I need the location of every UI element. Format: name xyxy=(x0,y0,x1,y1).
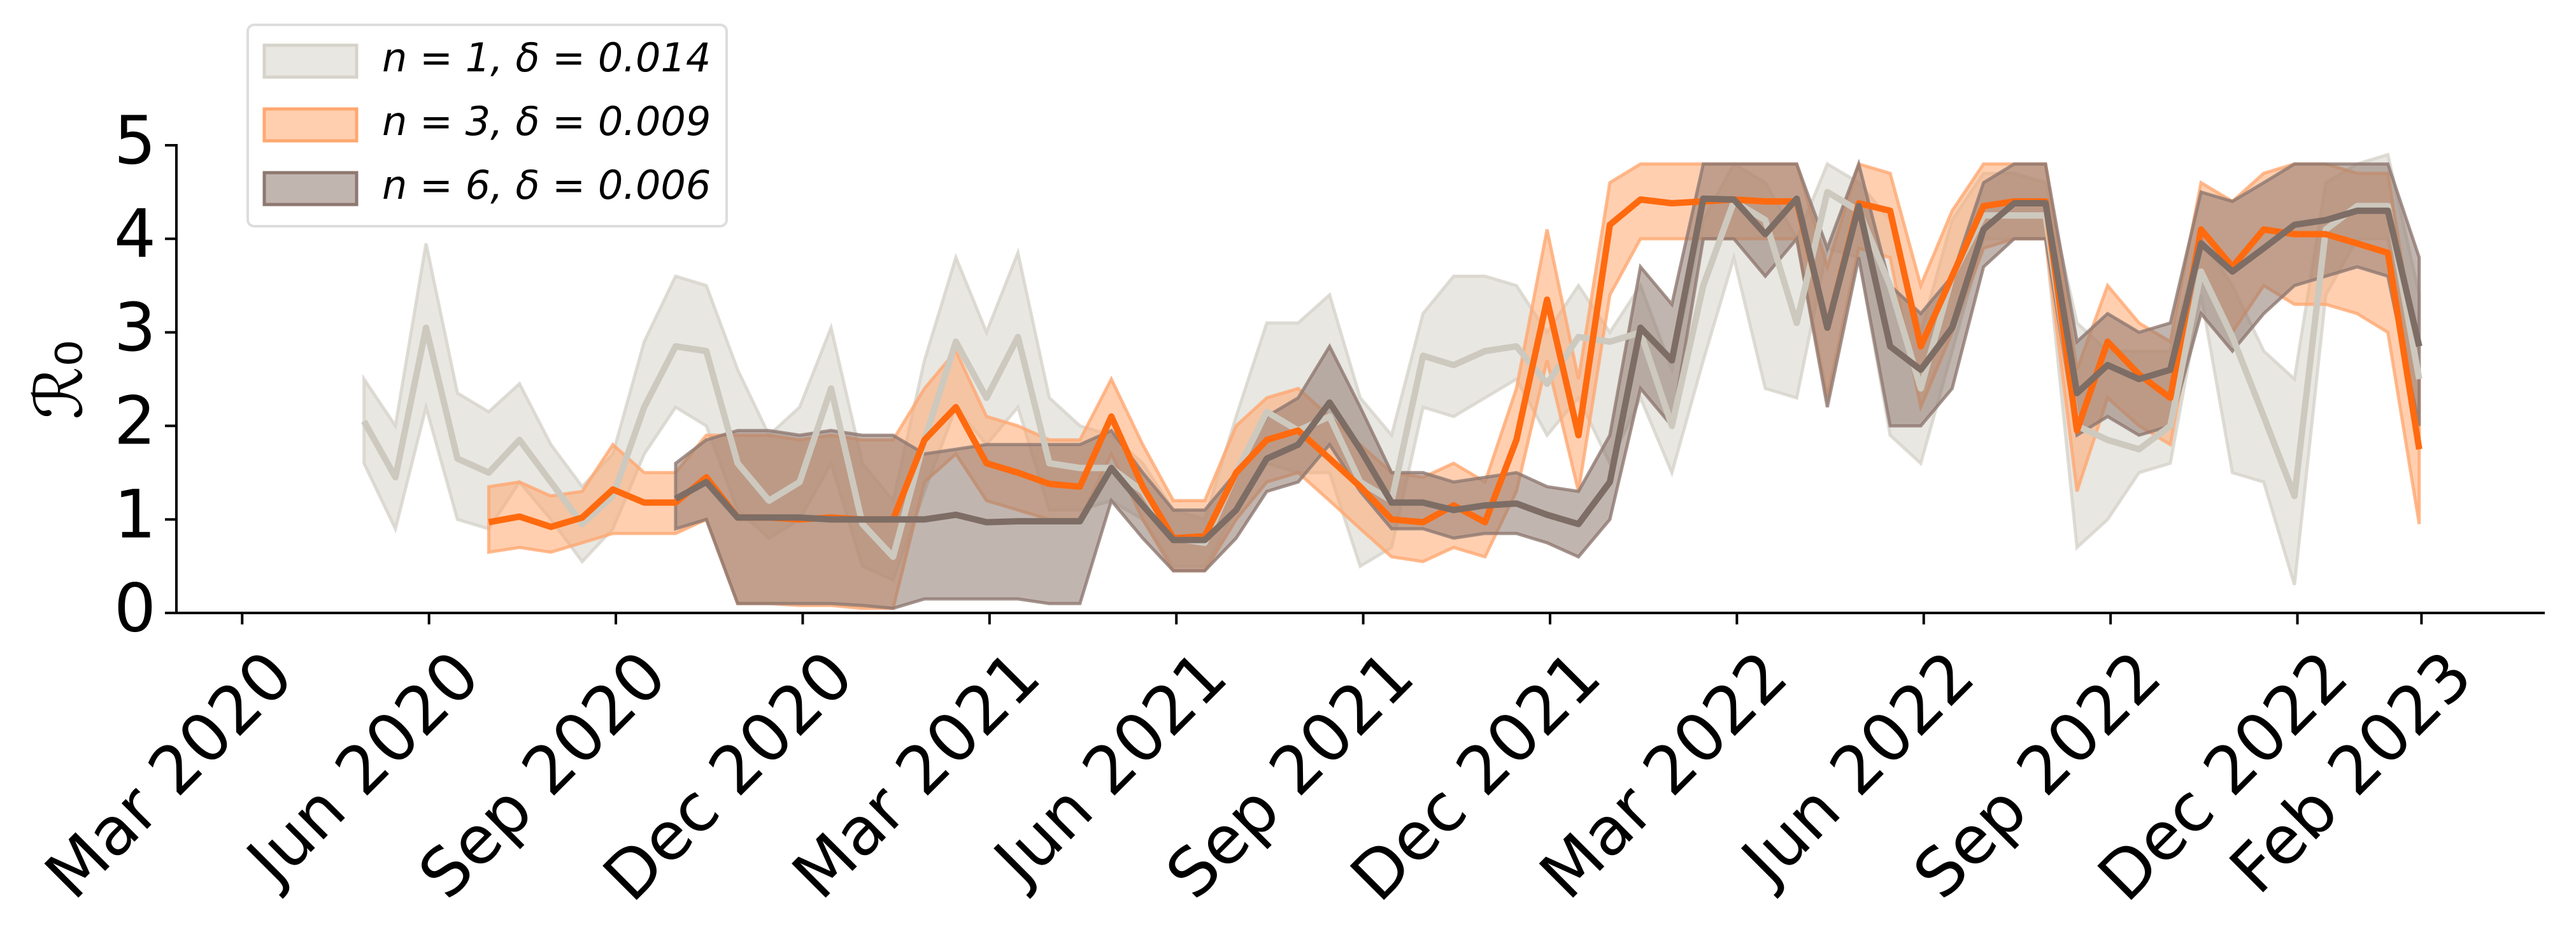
legend-label: n = 3, δ = 0.009 xyxy=(382,98,711,145)
legend-label: n = 6, δ = 0.006 xyxy=(382,162,711,208)
y-tick-label: 4 xyxy=(114,195,156,273)
y-tick-label: 2 xyxy=(114,382,156,460)
legend-swatch xyxy=(262,43,359,79)
series-line xyxy=(674,195,2423,543)
y-tick-label: 5 xyxy=(114,101,156,179)
legend-frame xyxy=(246,24,728,227)
y-tick-label: 3 xyxy=(114,289,156,366)
y-tick-label: 1 xyxy=(114,476,156,554)
legend-swatch xyxy=(262,107,359,143)
legend-label: n = 1, δ = 0.014 xyxy=(382,34,711,81)
y-axis-label: ℛ₀ xyxy=(20,340,97,420)
legend: n = 1, δ = 0.014 n = 3, δ = 0.009 n = 6, δ… xyxy=(246,24,728,227)
legend-swatch xyxy=(262,171,359,206)
y-tick-label: 0 xyxy=(114,569,156,647)
